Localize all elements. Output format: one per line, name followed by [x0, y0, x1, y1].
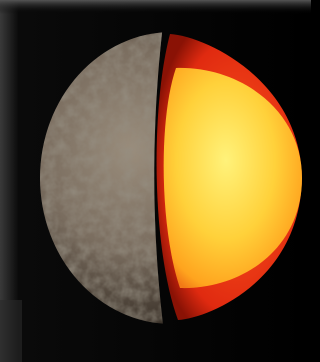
page	[0, 0, 320, 362]
mercury-cutaway-image	[0, 0, 311, 362]
top-edge	[0, 0, 311, 14]
corner-shade	[0, 300, 22, 362]
